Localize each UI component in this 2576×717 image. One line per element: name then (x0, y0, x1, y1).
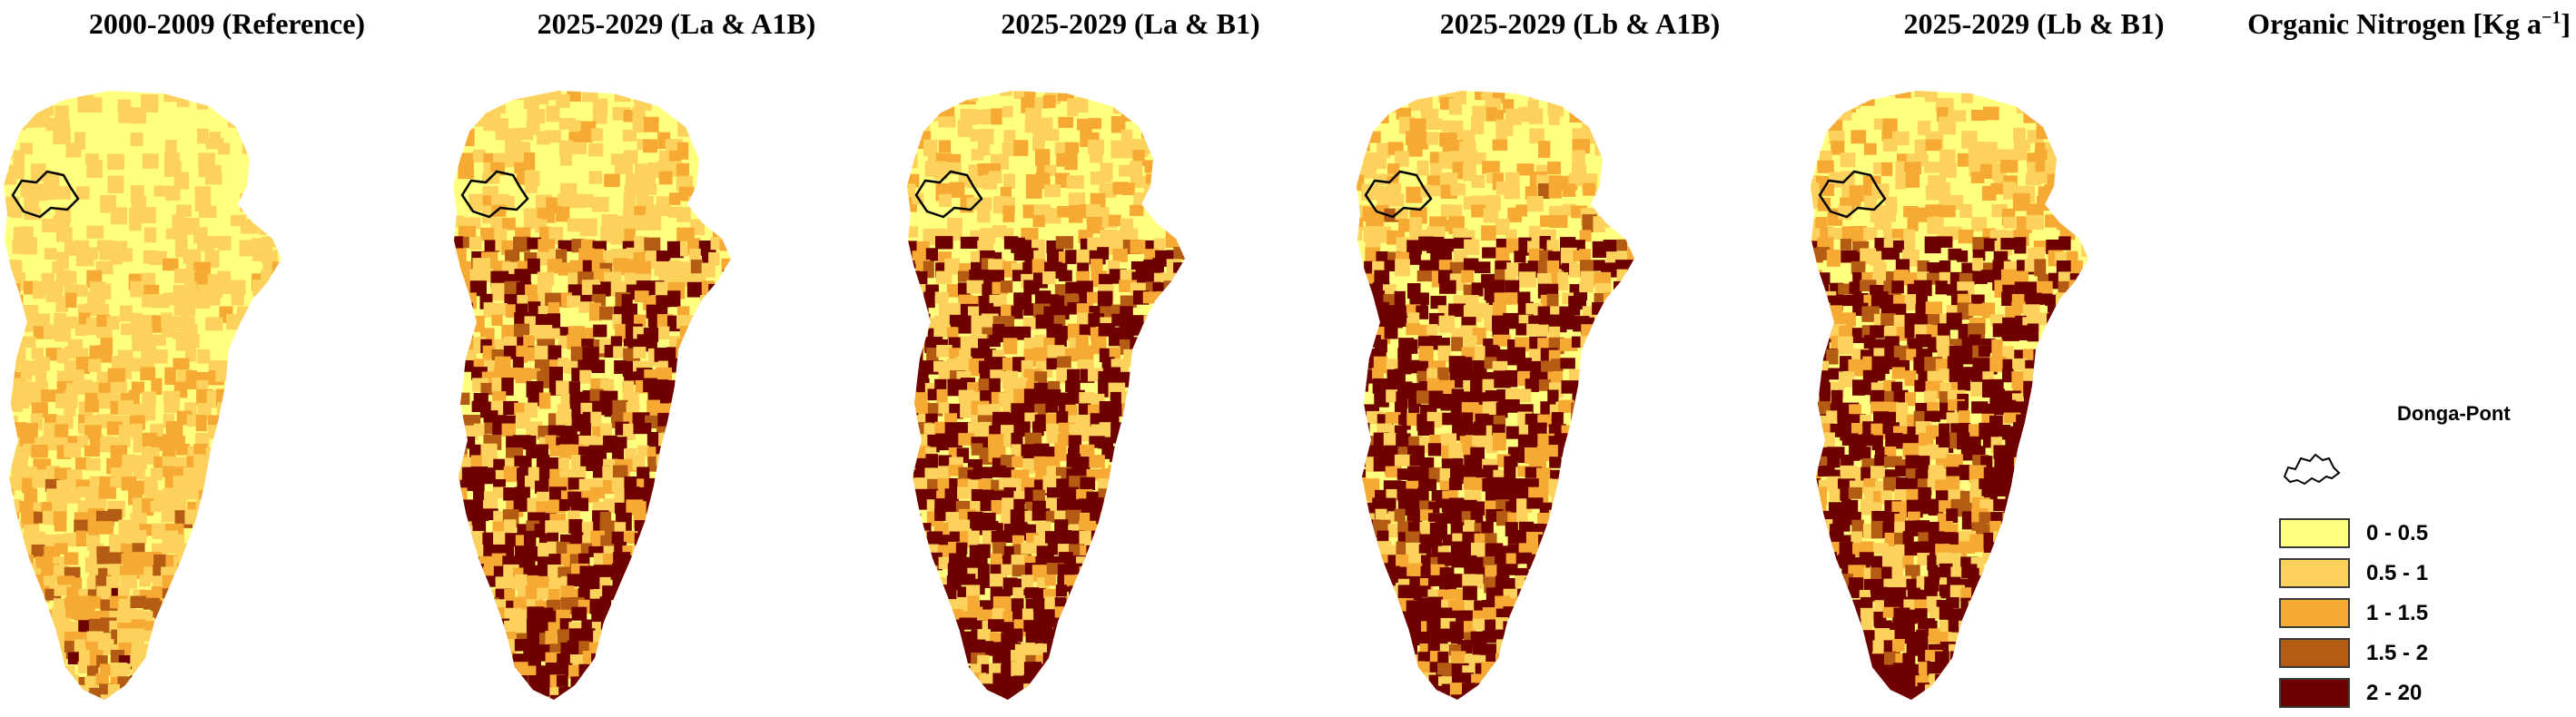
catchment-map (0, 86, 454, 703)
map-panel-lb-b1: 2025-2029 (Lb & B1) (1807, 0, 2261, 716)
class-label: 0.5 - 1 (2366, 561, 2428, 586)
map-panel-lb-a1b: 2025-2029 (Lb & A1B) (1353, 0, 1807, 716)
legend-class: 0 - 0.5 (2279, 517, 2428, 549)
map-panel-la-b1: 2025-2029 (La & B1) (903, 0, 1357, 716)
outlet-label: Donga-Pont (2397, 402, 2511, 426)
panel-title: 2025-2029 (La & A1B) (449, 7, 903, 41)
class-label: 2 - 20 (2366, 681, 2422, 706)
class-label: 1.5 - 2 (2366, 641, 2428, 666)
catchment-map (1807, 86, 2261, 703)
legend-class: 2 - 20 (2279, 677, 2428, 709)
panel-title: 2025-2029 (La & B1) (903, 7, 1357, 41)
legend-class: 1.5 - 2 (2279, 637, 2428, 669)
catchment-map (449, 86, 903, 703)
legend: Organic Nitrogen [Kg a−1] Donga-Pont 0 -… (2243, 0, 2576, 716)
legend-class: 1 - 1.5 (2279, 597, 2428, 629)
legend-class: 0.5 - 1 (2279, 557, 2428, 589)
legend-title: Organic Nitrogen [Kg a−1] (2247, 7, 2571, 41)
color-swatch (2279, 598, 2350, 628)
catchment-map (1353, 86, 1807, 703)
legend-classes: 0 - 0.5 0.5 - 1 1 - 1.5 1.5 - 2 2 - 20 (2279, 517, 2428, 717)
color-swatch (2279, 678, 2350, 708)
color-swatch (2279, 638, 2350, 668)
map-panel-la-a1b: 2025-2029 (La & A1B) (449, 0, 903, 716)
color-swatch (2279, 518, 2350, 548)
color-swatch (2279, 558, 2350, 588)
panel-title: 2025-2029 (Lb & B1) (1807, 7, 2261, 41)
map-panel-reference: 2000-2009 (Reference) (0, 0, 454, 716)
class-label: 0 - 0.5 (2366, 521, 2428, 546)
class-label: 1 - 1.5 (2366, 601, 2428, 626)
catchment-map (903, 86, 1357, 703)
outlet-boundary-icon (2279, 449, 2343, 487)
panel-title: 2025-2029 (Lb & A1B) (1353, 7, 1807, 41)
panel-title: 2000-2009 (Reference) (0, 7, 454, 41)
